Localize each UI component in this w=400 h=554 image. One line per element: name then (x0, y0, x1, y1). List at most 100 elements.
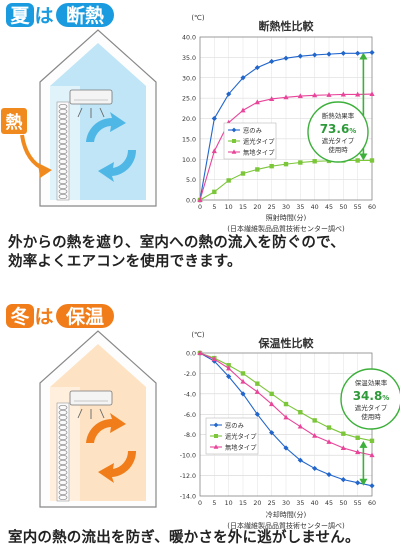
x-tick-label: 30 (282, 500, 290, 507)
data-point (240, 371, 246, 376)
data-point (355, 480, 361, 486)
y-tick-label: -4.0 (184, 391, 196, 398)
y-tick-label: 15.0 (182, 136, 196, 143)
y-tick-label: -2.0 (184, 371, 196, 378)
data-point (226, 363, 231, 368)
data-point (269, 163, 274, 169)
summer-section: 夏 は 断熱 (1, 3, 376, 270)
data-point (240, 107, 246, 113)
x-tick-label: 35 (296, 500, 304, 507)
x-tick-label: 60 (368, 500, 376, 507)
effect-badge (307, 101, 369, 163)
effect-sublabel: 遮光タイプ (322, 136, 355, 145)
effect-arrow-head (359, 52, 368, 60)
y-tick-label: 25.0 (182, 96, 196, 103)
legend-label: 遮光タイプ (243, 136, 275, 145)
series-2 (197, 350, 375, 458)
x-tick-label: 20 (253, 500, 261, 507)
chart-source: (日本繊維製品品質技術センター調べ) (227, 521, 345, 530)
effect-sublabel: 遮光タイプ (355, 403, 388, 412)
summer-house (39, 29, 157, 207)
x-tick-label: 55 (354, 204, 362, 211)
effect-sublabel: 使用時 (328, 145, 348, 154)
legend-marker (231, 149, 237, 154)
data-point (297, 53, 303, 59)
y-tick-label: 5.0 (186, 177, 196, 184)
summer-badge-particle: は (34, 5, 53, 27)
x-tick-label: 10 (225, 500, 233, 507)
summer-headline-line-1: 外からの熱を遮り、室内への熱の流入を防ぐので、 (8, 235, 345, 251)
effect-value: 34.8% (353, 389, 390, 403)
data-point (283, 414, 289, 420)
y-tick-label: -14.0 (180, 494, 196, 501)
x-tick-label: 0 (198, 204, 202, 211)
data-point (369, 91, 375, 97)
data-point (369, 483, 375, 489)
winter-badge-season: 冬 (10, 305, 29, 328)
y-tick-label: 30.0 (182, 75, 196, 82)
chart-title: 断熱性比較 (259, 19, 315, 33)
data-point (355, 435, 360, 440)
data-point (298, 410, 303, 415)
data-point (254, 64, 260, 71)
winter-badge-particle: は (34, 306, 53, 328)
x-tick-label: 45 (325, 204, 333, 211)
data-point (197, 197, 203, 202)
data-point (326, 92, 332, 97)
data-point (211, 148, 217, 154)
x-tick-label: 25 (268, 204, 276, 211)
x-tick-label: 0 (198, 500, 202, 507)
winter-section: 冬 は 保温 保温性比較 (℃) 0.0 -2.0 -4.0 -6.0 -8.0 -10.0 -… (0, 277, 400, 554)
data-point (226, 91, 232, 97)
data-point (283, 94, 289, 100)
effect-label: 断熱効果率 (322, 111, 355, 120)
x-tick-label: 35 (296, 204, 304, 211)
summer-badge: 夏 は 断熱 (6, 3, 114, 27)
winter-headline-line-1: 室内の熱の流出を防ぎ、暖かさを外に逃がしません。 (8, 530, 360, 546)
chart-unit-label: (℃) (191, 14, 205, 22)
x-axis-label: 照射時間(分) (266, 213, 307, 222)
summer-badge-theme-box (56, 3, 114, 27)
legend-label: 窓のみ (243, 125, 262, 134)
data-point (297, 423, 303, 429)
x-tick-label: 30 (282, 204, 290, 211)
heat-outflow-arrow: 熱 (1, 108, 52, 178)
x-tick-label: 25 (268, 500, 276, 507)
data-point (340, 50, 346, 56)
chart-source: (日本繊維製品品質技術センター調べ) (227, 224, 345, 233)
data-point (254, 99, 260, 105)
data-point (312, 432, 318, 438)
effect-badge (340, 368, 400, 430)
data-point (341, 431, 346, 436)
effect-arrow-head (359, 153, 368, 161)
y-tick-label: 20.0 (182, 116, 196, 123)
circulation-arrows-icon (86, 413, 137, 483)
summer-badge-season-box (6, 3, 34, 27)
legend-marker (214, 434, 218, 438)
legend-label: 無地タイプ (243, 147, 275, 156)
x-tick-label: 45 (325, 500, 333, 507)
circulation-arrows-icon (86, 112, 137, 182)
y-tick-label: 40.0 (182, 35, 196, 42)
air-conditioner-icon (69, 390, 113, 406)
data-point (211, 356, 217, 362)
summer-badge-season: 夏 (10, 5, 30, 27)
summer-illustration: 夏 は 断熱 (1, 3, 376, 233)
winter-house (39, 330, 157, 508)
insulation-chart: 断熱性比較 (℃) 0.0 5.0 10.0 15.0 20.0 25.0 30.0 35.0 40… (182, 14, 376, 233)
air-conditioner-icon (69, 89, 113, 105)
y-tick-label: 0.0 (186, 351, 196, 358)
x-tick-label: 40 (311, 204, 319, 211)
data-point (312, 159, 317, 164)
effect-label: 保温効果率 (355, 378, 388, 387)
legend-label: 窓のみ (225, 420, 244, 429)
x-tick-label: 5 (212, 204, 216, 211)
heat-label-box (1, 108, 27, 134)
effect-sublabel: 使用時 (361, 412, 381, 421)
data-point (340, 445, 346, 450)
data-point (269, 401, 275, 407)
data-point (369, 452, 375, 458)
curtain-icon (56, 101, 70, 201)
